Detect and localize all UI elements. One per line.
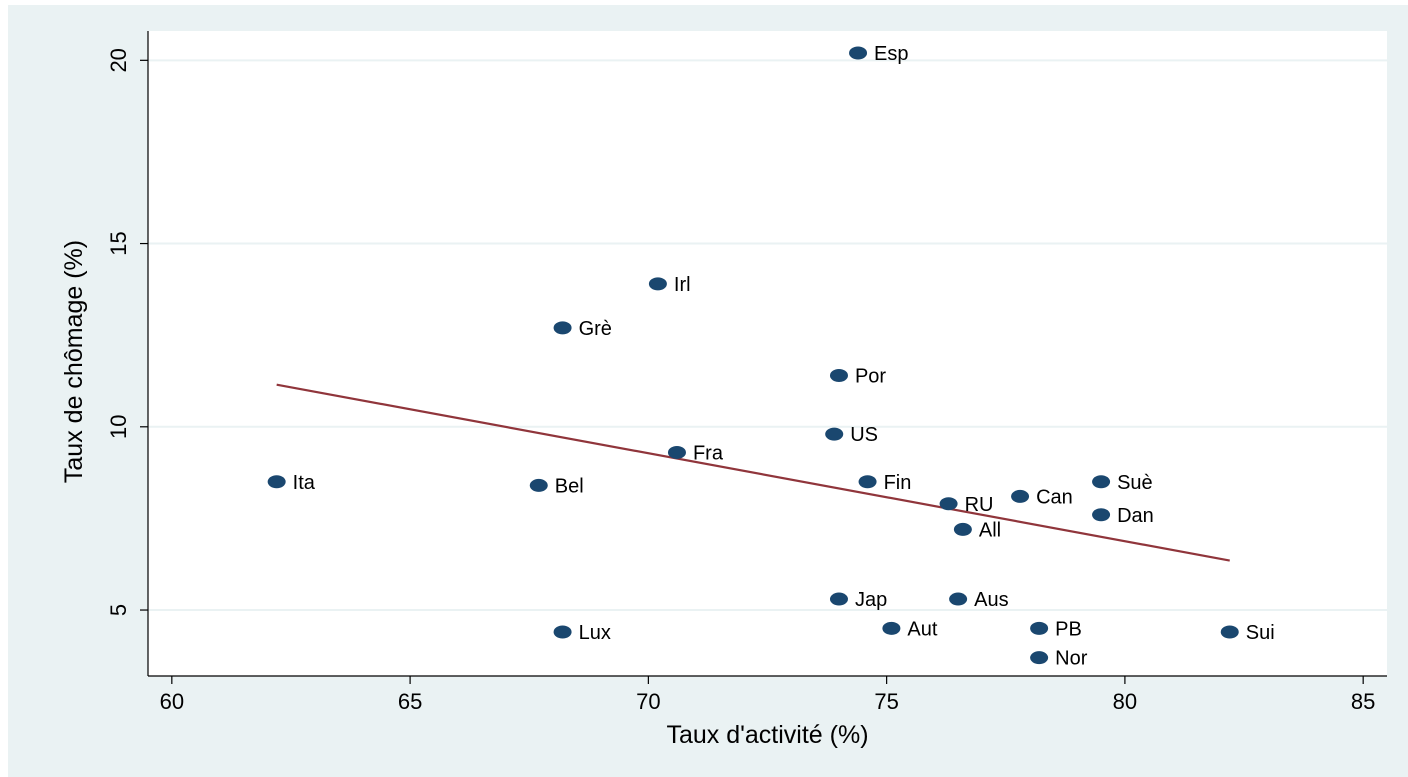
x-tick-label: 65 [398, 689, 422, 714]
data-point [1092, 475, 1111, 489]
data-point-group: Sui [1220, 622, 1275, 644]
point-label: Jap [855, 589, 887, 611]
data-point-group: Nor [1030, 648, 1088, 670]
data-point [829, 592, 848, 606]
data-point-group: Fin [858, 472, 912, 494]
data-point [267, 475, 286, 489]
data-point [825, 427, 844, 441]
fit-line-layer [276, 383, 1230, 562]
data-point [829, 368, 848, 382]
point-label: RU [965, 494, 994, 516]
point-label: Esp [874, 43, 908, 65]
data-point-group: Esp [849, 43, 909, 65]
data-point [949, 592, 968, 606]
data-point-group: Dan [1092, 505, 1154, 527]
data-point [1011, 489, 1030, 503]
data-point-group: Jap [829, 589, 887, 611]
point-label: Bel [555, 475, 584, 497]
data-point-group: All [953, 519, 1001, 541]
data-point [667, 445, 686, 459]
data-point-group: Por [829, 365, 886, 387]
data-point-group: Grè [553, 318, 612, 340]
data-point-group: RU [939, 494, 994, 516]
point-label: Aut [907, 618, 937, 640]
x-tick-label: 80 [1113, 689, 1137, 714]
data-point [529, 478, 548, 492]
x-axis-ticks: 60 65 70 75 80 85 [160, 676, 1375, 714]
data-point-group: Aus [949, 589, 1009, 611]
y-tick-label: 5 [106, 604, 131, 616]
point-label: Suè [1117, 472, 1153, 494]
point-label: Grè [579, 318, 612, 340]
data-point-group: Ita [267, 472, 316, 494]
point-label: Can [1036, 486, 1073, 508]
point-label: Irl [674, 274, 691, 296]
data-point [1030, 621, 1049, 635]
point-label: Aus [974, 589, 1008, 611]
fit-line [276, 383, 1230, 562]
data-point [953, 522, 972, 536]
points-layer: Esp Irl Grè Por US Fra Ita Bel Fin RU Can Suè Dan All… [267, 43, 1275, 670]
data-point [849, 46, 868, 60]
x-tick-label: 60 [160, 689, 184, 714]
data-point [858, 475, 877, 489]
point-label: Fra [693, 442, 724, 464]
data-point [553, 321, 572, 335]
point-label: PB [1055, 618, 1082, 640]
data-point [1030, 651, 1049, 665]
y-tick-label: 10 [106, 415, 131, 439]
point-label: Por [855, 365, 886, 387]
data-point-group: US [825, 424, 878, 446]
grid-lines [148, 59, 1387, 612]
data-point [882, 621, 901, 635]
data-point [648, 277, 667, 291]
data-point [939, 497, 958, 511]
point-label: Lux [579, 622, 611, 644]
data-point-group: Lux [553, 622, 611, 644]
data-point-group: Bel [529, 475, 584, 497]
point-label: All [979, 519, 1001, 541]
y-tick-label: 20 [106, 48, 131, 72]
x-tick-label: 75 [874, 689, 898, 714]
y-tick-label: 15 [106, 231, 131, 255]
point-label: Ita [293, 472, 316, 494]
data-point [553, 625, 572, 639]
data-point-group: Suè [1092, 472, 1153, 494]
y-axis-title: Taux de chômage (%) [60, 240, 88, 483]
y-axis-ticks: 5 10 15 20 [106, 48, 148, 616]
data-point-group: Irl [648, 274, 691, 296]
plot-area [148, 31, 1387, 676]
point-label: US [850, 424, 878, 446]
point-label: Sui [1246, 622, 1275, 644]
x-tick-label: 85 [1351, 689, 1375, 714]
data-point-group: Aut [882, 618, 938, 640]
point-label: Fin [884, 472, 912, 494]
data-point [1220, 625, 1239, 639]
point-label: Nor [1055, 648, 1088, 670]
data-point-group: Fra [667, 442, 724, 464]
data-point [1092, 508, 1111, 522]
data-point-group: Can [1011, 486, 1073, 508]
x-axis-title: Taux d'activité (%) [666, 721, 868, 749]
point-label: Dan [1117, 505, 1154, 527]
data-point-group: PB [1030, 618, 1082, 640]
x-tick-label: 70 [636, 689, 660, 714]
